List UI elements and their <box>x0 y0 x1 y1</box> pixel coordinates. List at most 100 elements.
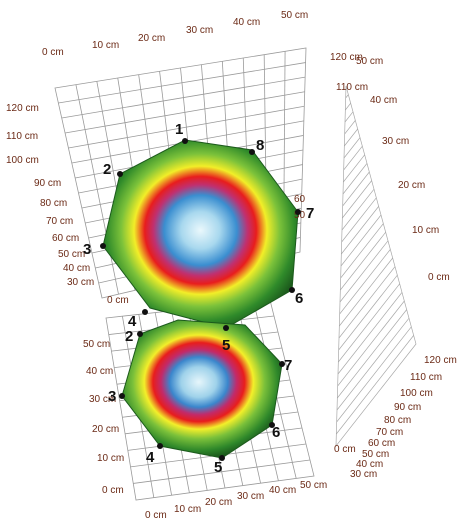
axis-tick-label: 50 <box>294 210 306 221</box>
grid-line <box>341 188 375 231</box>
axis-tick-label: 90 cm <box>394 402 421 413</box>
grid-line <box>61 76 306 119</box>
axis-tick-label: 10 cm <box>174 504 201 515</box>
sensor-marker <box>219 455 225 461</box>
grid-line <box>342 180 372 219</box>
axis-tick-label: 20 cm <box>92 424 119 435</box>
axis-tick-label: 60 cm <box>52 233 79 244</box>
axis-tick-label: 120 cm <box>6 103 39 114</box>
sensor-number: 2 <box>103 161 111 178</box>
grid-line <box>343 154 365 183</box>
grid-line <box>338 274 398 351</box>
grid-line <box>340 214 382 267</box>
sensor-marker <box>269 422 275 428</box>
axis-tick-label: 100 cm <box>6 155 39 166</box>
axis-tick-label: 20 cm <box>138 33 165 44</box>
grid-line <box>336 335 414 435</box>
upper-left-axis: 120 cm 110 cm 100 cm 90 cm 80 cm 70 cm 6… <box>6 103 129 306</box>
axis-tick-label: 70 cm <box>46 216 73 227</box>
grid-line <box>340 223 384 279</box>
axis-tick-label: 120 cm <box>330 52 363 63</box>
sensor-number: 2 <box>125 328 133 345</box>
axis-tick-label: 10 cm <box>412 225 439 236</box>
grid-line <box>337 309 407 399</box>
grid-line <box>342 171 370 207</box>
axis-tick-label: 30 cm <box>89 394 116 405</box>
grid-line <box>340 231 386 291</box>
axis-tick-label: 110 cm <box>6 131 38 142</box>
axis-tick-label: 40 cm <box>86 366 113 377</box>
sensor-number: 3 <box>108 388 116 405</box>
lower-left-axis: 50 cm 40 cm 30 cm 20 cm 10 cm 0 cm <box>83 339 124 496</box>
sensor-number: 3 <box>83 241 91 258</box>
axis-tick-label: 50 cm <box>281 10 308 21</box>
axis-tick-label: 70 cm <box>376 427 403 438</box>
sensor-marker <box>223 325 229 331</box>
grid-line <box>339 240 389 303</box>
sensor-number: 5 <box>214 459 222 476</box>
sensor-number: 7 <box>284 357 292 374</box>
grid-line <box>337 292 403 375</box>
lower-pressure-surface <box>121 319 283 459</box>
lower-sensor-points: 2 3 4 5 6 7 <box>108 328 292 476</box>
sensor-number: 6 <box>295 290 303 307</box>
grid-line <box>339 249 391 315</box>
upper-side-axis: 120 cm 50 cm 110 cm 40 cm 30 cm 20 cm 10… <box>294 52 450 283</box>
axis-tick-label: 20 cm <box>398 180 425 191</box>
axis-tick-label: 110 cm <box>336 82 368 93</box>
sensor-marker <box>157 443 163 449</box>
grid-line <box>337 300 405 387</box>
sensor-marker <box>100 243 106 249</box>
axis-tick-label: 80 cm <box>40 198 67 209</box>
sensor-number: 6 <box>272 424 280 441</box>
sensor-number: 7 <box>306 205 314 222</box>
axis-tick-label: 30 cm <box>237 491 264 502</box>
sensor-number: 5 <box>222 337 230 354</box>
axis-tick-label: 50 cm <box>58 249 85 260</box>
axis-tick-label: 0 cm <box>107 295 129 306</box>
axis-tick-label: 50 cm <box>83 339 110 350</box>
axis-tick-label: 40 cm <box>233 17 260 28</box>
upper-pressure-surface <box>102 139 299 329</box>
axis-tick-label: 30 cm <box>350 469 377 480</box>
axis-tick-label: 0 cm <box>42 47 64 58</box>
grid-line <box>344 111 354 123</box>
axis-tick-label: 90 cm <box>34 178 61 189</box>
axis-tick-label: 40 cm <box>63 263 90 274</box>
lower-bottom-axis: 0 cm 10 cm 20 cm 30 cm 40 cm 50 cm <box>145 480 327 521</box>
axis-tick-label: 50 cm <box>356 56 383 67</box>
sensor-marker <box>295 209 301 215</box>
axis-tick-label: 0 cm <box>145 510 167 521</box>
sensor-marker <box>289 287 295 293</box>
grid-line <box>345 94 349 99</box>
sensor-number: 8 <box>256 137 264 154</box>
sensor-marker <box>249 149 255 155</box>
upper-top-axis: 0 cm 10 cm 20 cm 30 cm 40 cm 50 cm <box>42 10 308 58</box>
sensor-marker <box>142 309 148 315</box>
axis-tick-label: 80 cm <box>384 415 411 426</box>
grid-line <box>336 317 410 411</box>
axis-tick-label: 0 cm <box>102 485 124 496</box>
sensor-marker <box>182 138 188 144</box>
sensor-number: 4 <box>146 449 155 466</box>
axis-tick-label: 60 <box>294 194 306 205</box>
axis-tick-label: 20 cm <box>205 497 232 508</box>
sensor-number: 1 <box>175 121 183 138</box>
axis-tick-label: 50 cm <box>362 449 389 460</box>
grid-line <box>341 206 379 255</box>
axis-tick-label: 0 cm <box>334 444 356 455</box>
sensor-marker <box>119 393 125 399</box>
grid-line <box>68 105 305 149</box>
grid-line <box>343 137 361 159</box>
axis-tick-label: 40 cm <box>269 485 296 496</box>
axis-tick-label: 50 cm <box>300 480 327 491</box>
axis-tick-label: 10 cm <box>92 40 119 51</box>
axis-tick-label: 100 cm <box>400 388 433 399</box>
lower-side-axis: 120 cm 110 cm 100 cm 90 cm 80 cm 70 cm 6… <box>334 355 457 480</box>
axis-tick-label: 40 cm <box>356 459 383 470</box>
grid-line <box>342 163 368 195</box>
sensor-marker <box>117 171 123 177</box>
axis-tick-label: 30 cm <box>186 25 213 36</box>
